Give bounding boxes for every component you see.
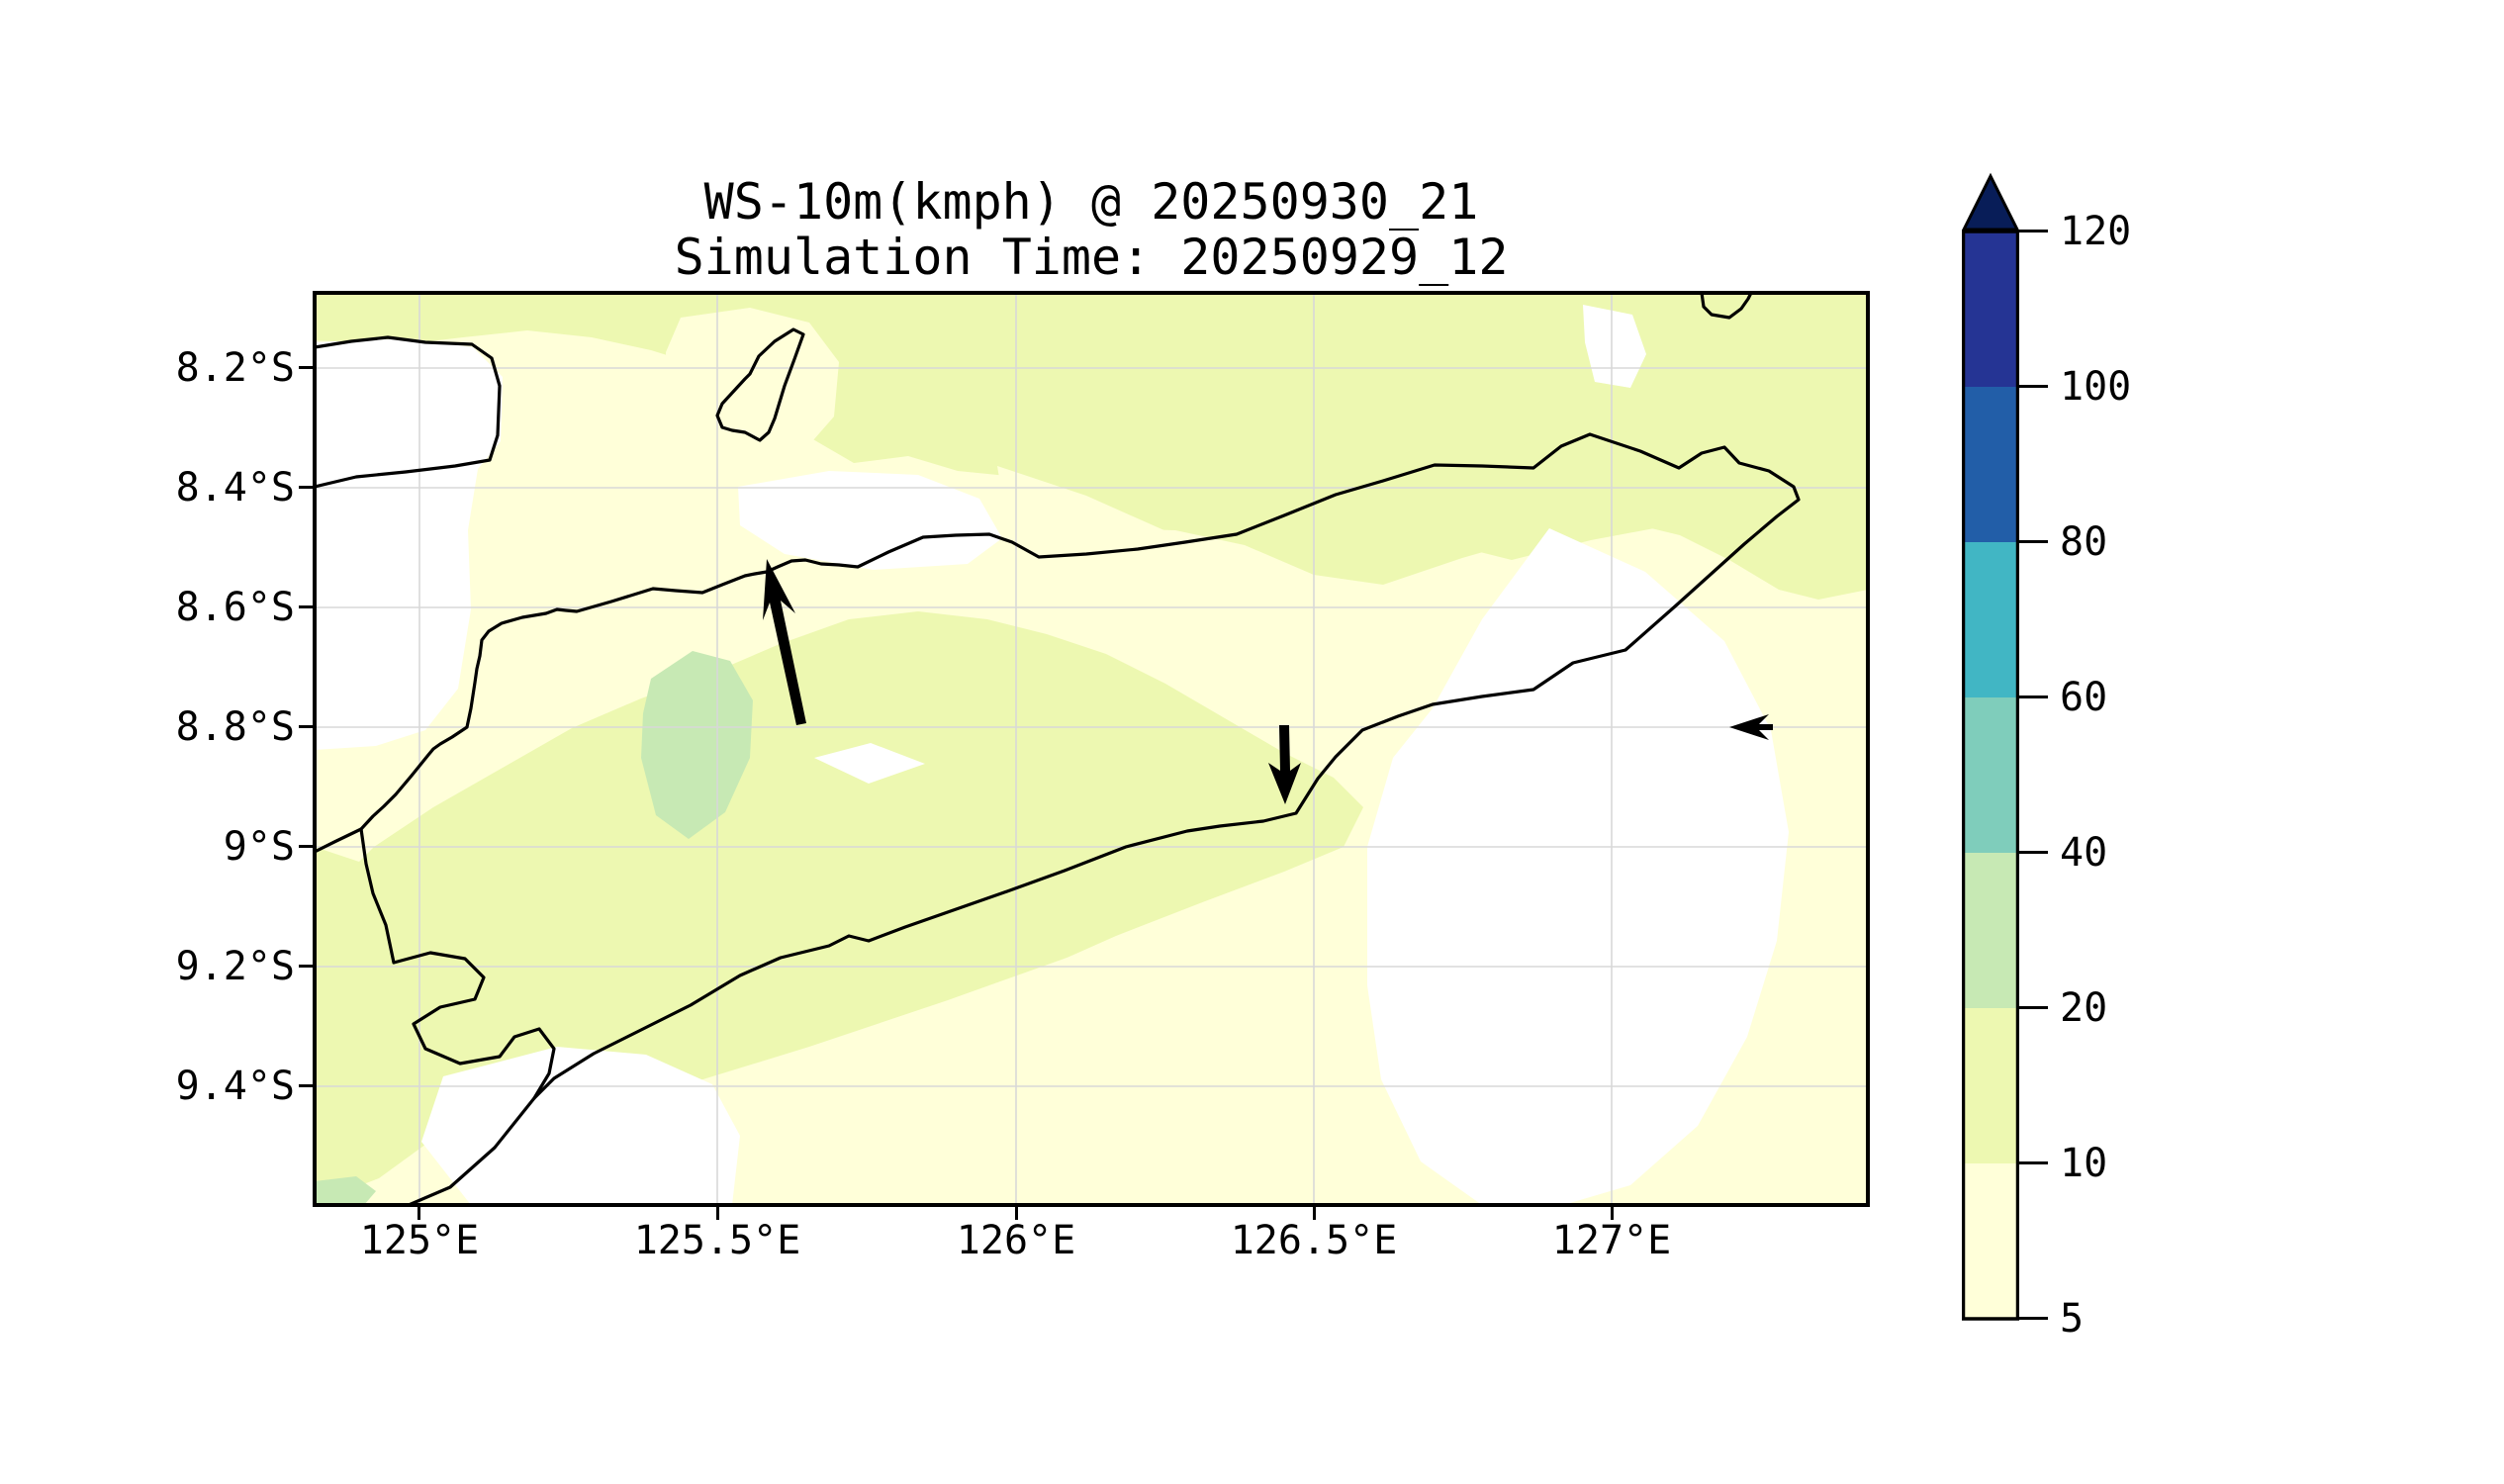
wind-arrow-south-small [1268, 725, 1301, 804]
field-20-40-regions [315, 651, 753, 1205]
coastline-wetar-fragment [1700, 293, 1753, 320]
colorbar-seg-5-10 [1962, 1163, 2019, 1319]
y-tick-mark-9-2s [299, 965, 313, 968]
y-tick-mark-9-4s [299, 1084, 313, 1087]
x-tick-label-127e: 127°E [1551, 1218, 1672, 1263]
cb-tick-label-10: 10 [2060, 1141, 2108, 1186]
colorbar-seg-100-120 [1962, 232, 2019, 387]
map-plot-area [315, 293, 1868, 1205]
y-tick-label-8-8s: 8.8°S [175, 704, 295, 750]
y-tick-mark-9s [299, 845, 313, 848]
pale-patch-mid-east [997, 466, 1423, 684]
y-tick-mark-8-6s [299, 605, 313, 608]
calm-region-small-diamond [814, 743, 925, 784]
x-tick-mark-126-5e [1313, 1207, 1316, 1220]
calm-region-northwest [315, 338, 503, 750]
pale-patch-atauro [666, 308, 839, 463]
wind-arrow-north-large [763, 559, 806, 725]
x-tick-mark-127e [1611, 1207, 1614, 1220]
cb-tick-mark-100 [2019, 385, 2048, 388]
field-20-40-central [641, 651, 753, 839]
graticule [315, 293, 1868, 1205]
cb-tick-mark-5 [2019, 1317, 2048, 1320]
coastlines [315, 293, 1801, 1205]
x-tick-label-126-5e: 126.5°E [1230, 1218, 1398, 1263]
calm-region-strait [738, 471, 1002, 570]
cb-tick-label-80: 80 [2060, 519, 2108, 565]
y-tick-label-9-4s: 9.4°S [175, 1064, 295, 1109]
y-tick-label-8-4s: 8.4°S [175, 465, 295, 510]
x-tick-label-125e: 125°E [359, 1218, 480, 1263]
x-tick-mark-125-5e [716, 1207, 719, 1220]
colorbar-seg-80-100 [1962, 387, 2019, 542]
cb-tick-mark-120 [2019, 230, 2048, 232]
cb-tick-mark-80 [2019, 540, 2048, 543]
y-tick-label-8-6s: 8.6°S [175, 585, 295, 630]
colorbar-seg-40-60 [1962, 697, 2019, 853]
cb-tick-mark-20 [2019, 1006, 2048, 1009]
calm-region-small-northeast [1583, 305, 1646, 388]
y-tick-label-9s: 9°S [223, 824, 295, 870]
y-tick-label-9-2s: 9.2°S [175, 944, 295, 989]
y-tick-mark-8-8s [299, 725, 313, 728]
colorbar-extend-arrow [1962, 172, 2019, 232]
x-tick-label-125-5e: 125.5°E [633, 1218, 801, 1263]
wind-arrow-west-small [1729, 714, 1773, 740]
field-20-40-corner [315, 1176, 376, 1205]
coastline-alor-fragment [315, 335, 502, 489]
x-tick-label-126e: 126°E [956, 1218, 1076, 1263]
y-tick-mark-8-2s [299, 366, 313, 369]
pale-patch-right-edge [1789, 629, 1868, 1205]
cb-tick-label-120: 120 [2060, 209, 2132, 254]
coastline-atauro-island [715, 327, 805, 442]
colorbar [1962, 172, 2019, 1321]
colorbar-seg-20-40 [1962, 853, 2019, 1008]
coastline-timor-main [315, 432, 1801, 1205]
field-10-20-northeast [1442, 421, 1808, 560]
cb-tick-mark-40 [2019, 851, 2048, 854]
chart-title: WS-10m(kmph) @ 20250930_21 [703, 173, 1479, 231]
chart-subtitle: Simulation Time: 20250929_12 [674, 229, 1509, 286]
cb-tick-label-100: 100 [2060, 364, 2132, 410]
x-tick-mark-126e [1015, 1207, 1018, 1220]
colorbar-outline [1962, 230, 2019, 1321]
y-tick-label-8-2s: 8.2°S [175, 345, 295, 391]
colorbar-seg-60-80 [1962, 542, 2019, 697]
coastline-southwest-peninsula [359, 827, 556, 1100]
cb-tick-label-60: 60 [2060, 675, 2108, 720]
cb-tick-label-20: 20 [2060, 985, 2108, 1031]
cb-tick-label-5: 5 [2060, 1296, 2085, 1342]
field-10-20-regions [315, 293, 1868, 1203]
y-tick-mark-8-4s [299, 486, 313, 489]
x-tick-mark-125e [417, 1207, 420, 1220]
cb-tick-mark-10 [2019, 1161, 2048, 1164]
wind-arrows [763, 559, 1773, 804]
cb-tick-label-40: 40 [2060, 830, 2108, 876]
field-10-20-interior [315, 611, 1363, 1119]
cb-tick-mark-60 [2019, 696, 2048, 698]
colorbar-seg-10-20 [1962, 1008, 2019, 1163]
